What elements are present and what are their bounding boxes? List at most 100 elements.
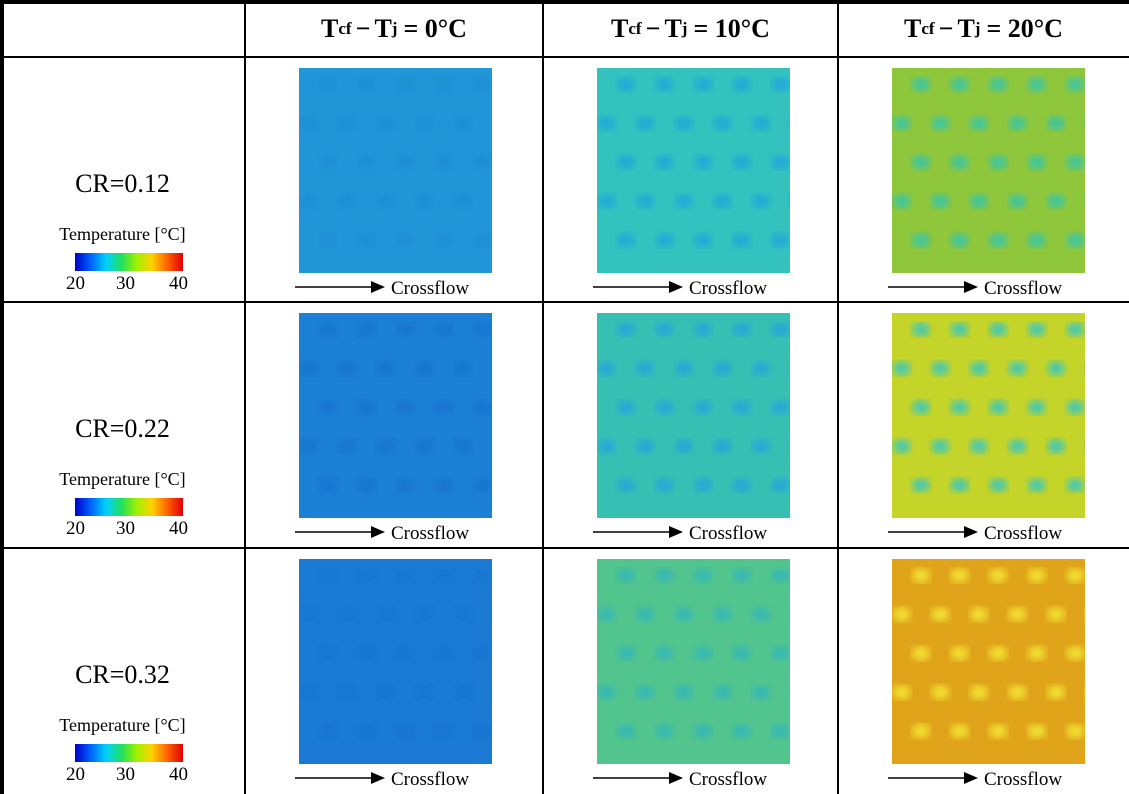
- jet-spot: [931, 439, 949, 453]
- jet-spot: [675, 685, 693, 699]
- row-label: CR=0.12: [0, 169, 245, 199]
- jet-spot: [415, 194, 433, 208]
- jet-spot: [617, 724, 635, 738]
- jet-spot: [415, 607, 433, 621]
- page: {"columns": [ {"var1": "T", "sub1": "cf"…: [0, 0, 1129, 794]
- colorbar: [75, 498, 183, 516]
- colorbar-tick: 30: [116, 764, 135, 786]
- jet-spot: [435, 77, 453, 91]
- jet-spot: [1047, 116, 1065, 130]
- jet-spot: [771, 568, 789, 582]
- jet-spot: [319, 568, 337, 582]
- jet-spot: [1066, 646, 1084, 660]
- jet-spot: [1008, 607, 1026, 621]
- jet-spot: [473, 568, 491, 582]
- colorbar-tick: 40: [169, 764, 188, 786]
- jet-spot: [1028, 400, 1046, 414]
- jet-spot: [415, 439, 433, 453]
- colorbar-tick: 30: [116, 273, 135, 295]
- col-divider: [837, 0, 839, 794]
- jet-spot: [733, 724, 751, 738]
- jet-spot: [893, 685, 911, 699]
- temperature-map: [597, 313, 790, 518]
- jet-spot: [970, 116, 988, 130]
- jet-spot: [951, 155, 969, 169]
- var: T: [611, 14, 628, 44]
- temperature-map: [892, 313, 1085, 518]
- jet-spot: [598, 685, 616, 699]
- jet-spot: [319, 322, 337, 336]
- jet-spot: [358, 400, 376, 414]
- flow-arrow: [593, 524, 685, 540]
- flow-label: Crossflow: [391, 278, 469, 300]
- jet-spot: [656, 155, 674, 169]
- jet-spot: [771, 233, 789, 247]
- jet-spot: [396, 478, 414, 492]
- jet-spot: [636, 194, 654, 208]
- jet-spot: [377, 361, 395, 375]
- jet-spot: [694, 478, 712, 492]
- jet-spot: [893, 361, 911, 375]
- flow-label: Crossflow: [984, 769, 1062, 791]
- jet-spot: [989, 400, 1007, 414]
- jet-spot: [598, 439, 616, 453]
- flow-label: Crossflow: [689, 523, 767, 545]
- jet-spot: [752, 685, 770, 699]
- jet-spot: [771, 155, 789, 169]
- jet-spot: [319, 233, 337, 247]
- figure-table: Tcf−Tj= 0°CTcf−Tj= 10°CTcf−Tj= 20°CCR=0.…: [0, 0, 1129, 794]
- jet-spot: [598, 194, 616, 208]
- jet-spot: [912, 724, 930, 738]
- arrow-head: [371, 281, 385, 293]
- jet-spot: [931, 685, 949, 699]
- arrow-head: [371, 526, 385, 538]
- jet-spot: [1047, 607, 1065, 621]
- jet-spot: [675, 361, 693, 375]
- jet-spot: [435, 724, 453, 738]
- jet-spot: [338, 116, 356, 130]
- jet-spot: [617, 568, 635, 582]
- jet-spot: [912, 478, 930, 492]
- jet-spot: [358, 77, 376, 91]
- jet-spot: [912, 155, 930, 169]
- jet-spot: [377, 194, 395, 208]
- jet-spot: [752, 194, 770, 208]
- jet-spot: [989, 724, 1007, 738]
- jet-spot: [636, 607, 654, 621]
- temperature-map: [597, 559, 790, 764]
- jet-spot: [358, 478, 376, 492]
- jet-spot: [1066, 400, 1084, 414]
- jet-spot: [1066, 724, 1084, 738]
- jet-spot: [473, 77, 491, 91]
- var: T: [374, 14, 391, 44]
- jet-spot: [1066, 155, 1084, 169]
- flow-arrow: [888, 770, 980, 786]
- jet-spot: [454, 116, 472, 130]
- jet-spot: [912, 568, 930, 582]
- jet-spot: [1028, 233, 1046, 247]
- jet-spot: [1028, 155, 1046, 169]
- arrow-head: [669, 281, 683, 293]
- jet-spot: [656, 400, 674, 414]
- flow-label: Crossflow: [689, 278, 767, 300]
- jet-spot: [970, 439, 988, 453]
- jet-spot: [473, 233, 491, 247]
- jet-spot: [931, 361, 949, 375]
- colorbar-tick: 20: [66, 764, 85, 786]
- jet-spot: [617, 646, 635, 660]
- jet-spot: [989, 155, 1007, 169]
- jet-spot: [1028, 322, 1046, 336]
- arrow-head: [371, 772, 385, 784]
- jet-spot: [358, 724, 376, 738]
- jet-spot: [338, 685, 356, 699]
- jet-spot: [1066, 478, 1084, 492]
- colorbar-tick: 40: [169, 518, 188, 540]
- jet-spot: [396, 322, 414, 336]
- jet-spot: [454, 607, 472, 621]
- jet-spot: [694, 724, 712, 738]
- arrow-head: [669, 526, 683, 538]
- colorbar-title: Temperature [°C]: [0, 715, 245, 736]
- jet-spot: [771, 77, 789, 91]
- row-divider: [0, 301, 1129, 303]
- jet-spot: [300, 685, 318, 699]
